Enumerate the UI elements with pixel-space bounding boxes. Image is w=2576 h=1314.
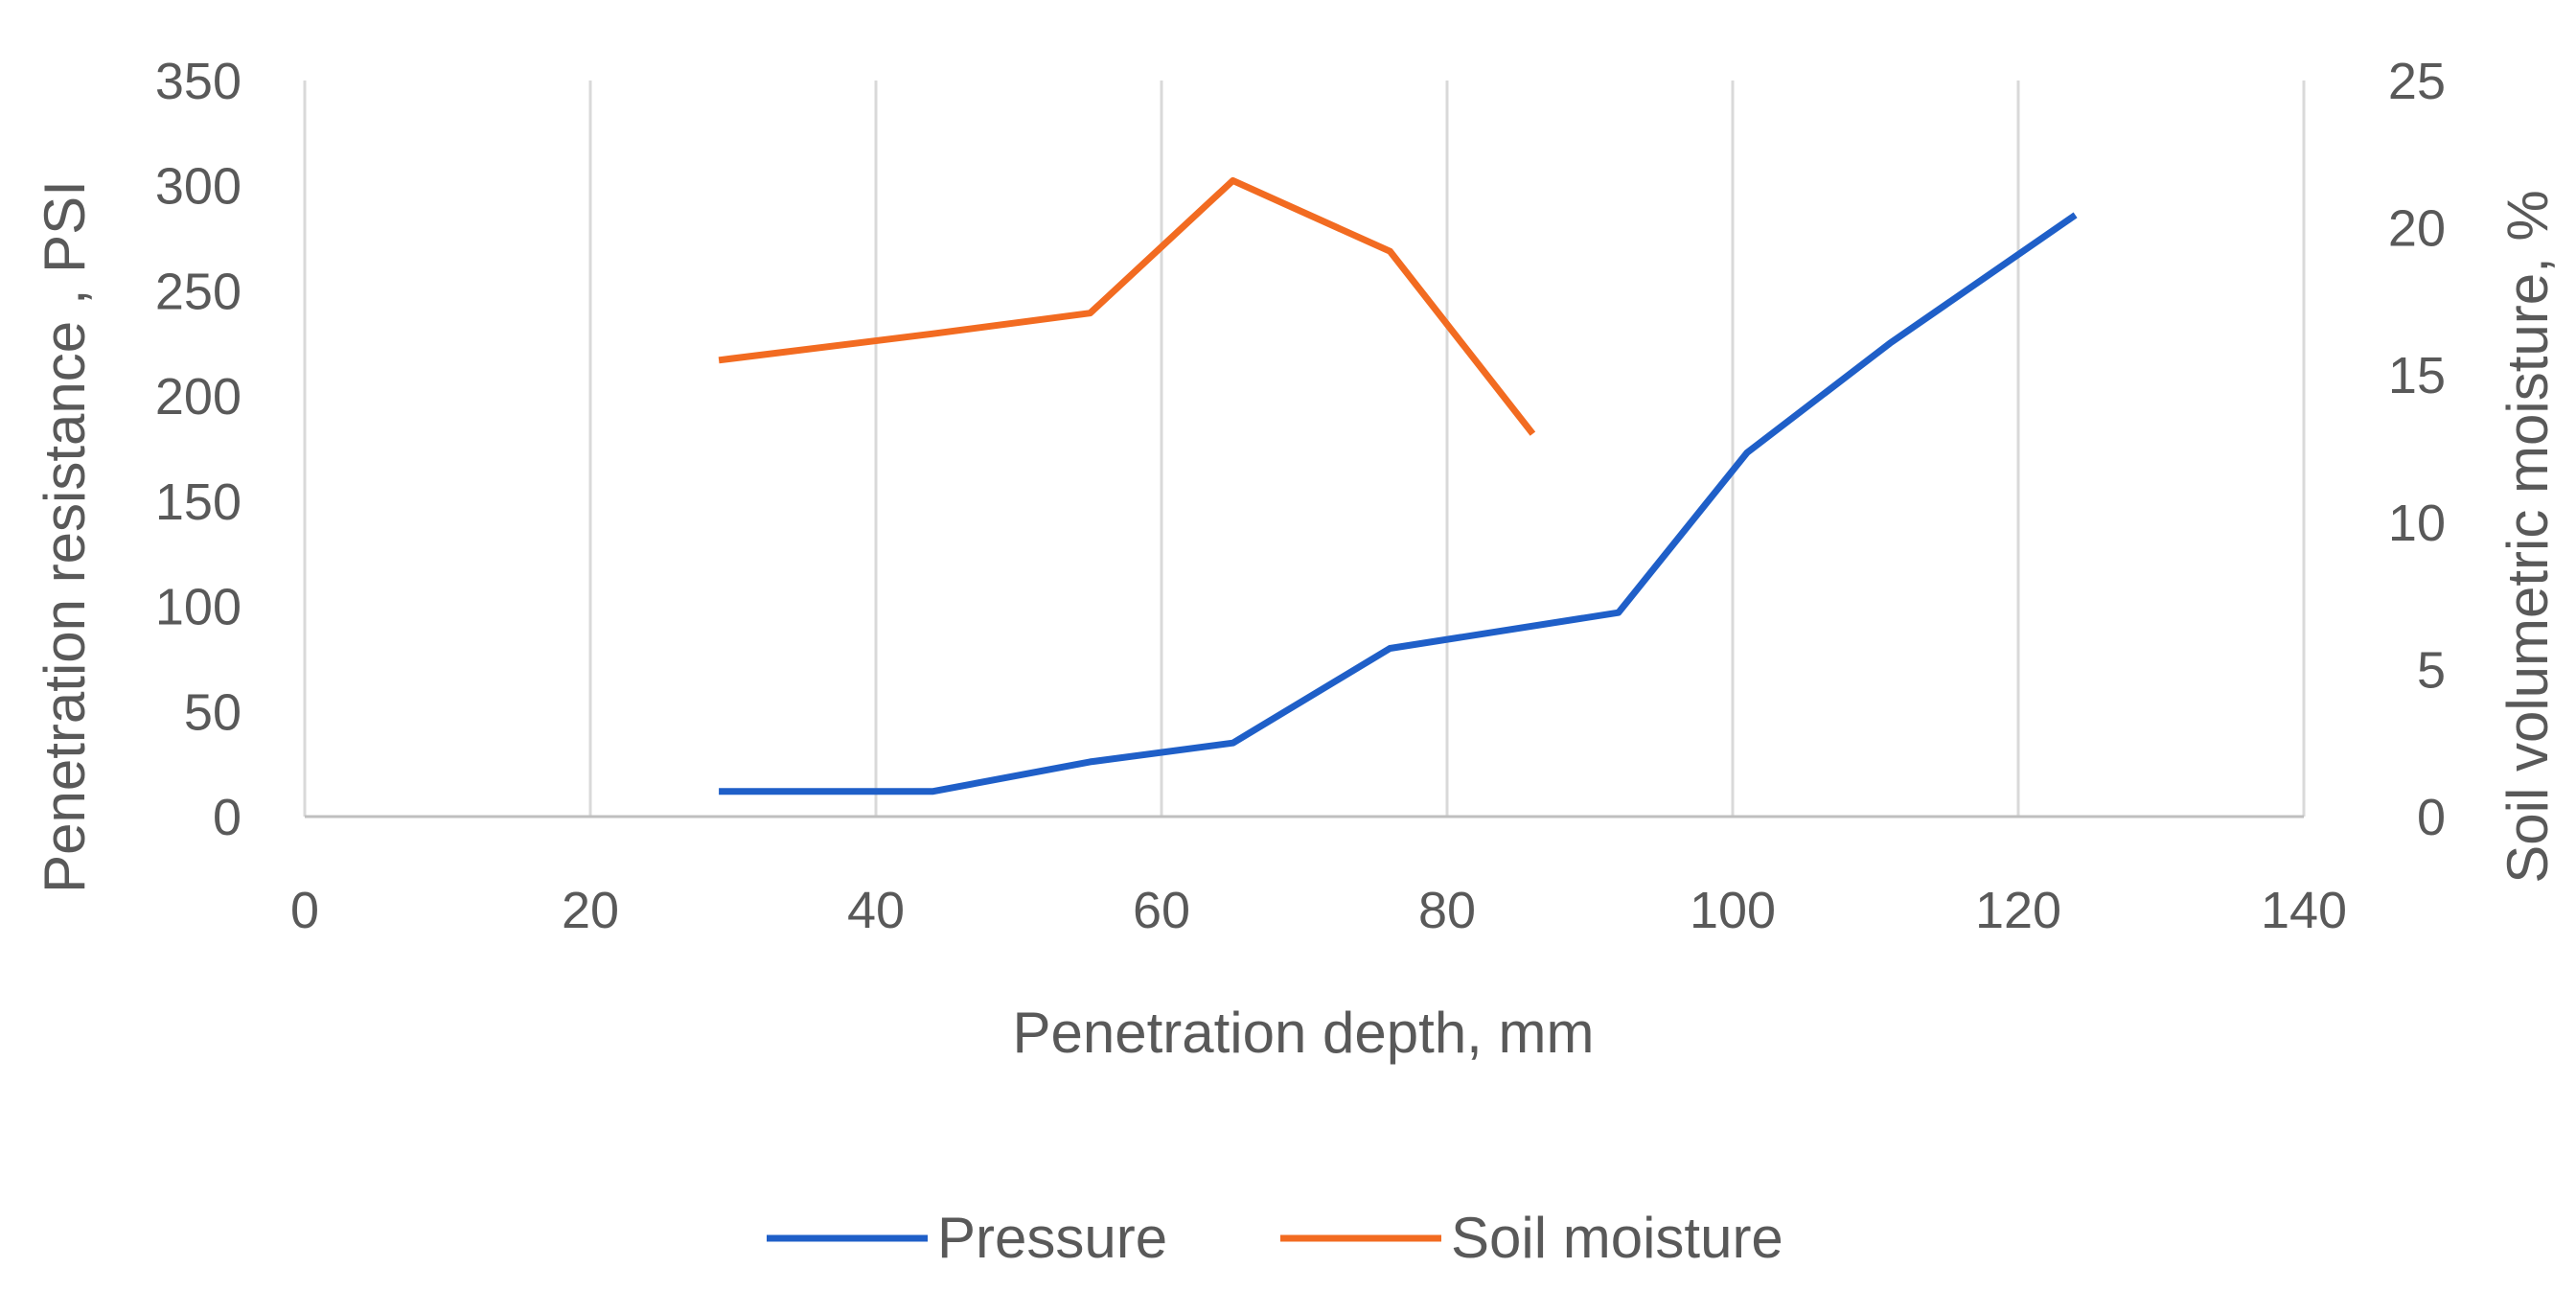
- y2-axis-title: Soil volumetric moisture, %: [2496, 190, 2560, 884]
- series-lines: [718, 176, 2078, 795]
- legend: Pressure Soil moisture: [767, 1206, 1783, 1270]
- y-tick-label-0: 0: [213, 789, 242, 846]
- x-tick-label-140: 140: [2261, 882, 2347, 939]
- y-tick-label-100: 100: [155, 579, 242, 636]
- y2-tick-label-25: 25: [2388, 53, 2446, 110]
- grid-lines: [303, 81, 2306, 817]
- legend-label-pressure: Pressure: [937, 1206, 1167, 1270]
- y-tick-labels: 0 50 100 150 200 250 300 350: [155, 53, 242, 846]
- y-axis-title: Penetration resistance , PSI: [33, 180, 97, 893]
- y-tick-label-150: 150: [155, 473, 242, 531]
- y2-tick-label-20: 20: [2388, 200, 2446, 258]
- y-tick-label-350: 350: [155, 53, 242, 110]
- y2-tick-label-5: 5: [2417, 641, 2446, 699]
- x-tick-labels: 0 20 40 60 80 100 120 140: [290, 882, 2347, 939]
- x-tick-label-80: 80: [1418, 882, 1476, 939]
- y2-tick-label-10: 10: [2388, 495, 2446, 552]
- series-line-soil-moisture: [718, 176, 1536, 436]
- x-tick-label-20: 20: [562, 882, 619, 939]
- legend-item-soil-moisture: Soil moisture: [1280, 1206, 1783, 1270]
- y2-tick-label-15: 15: [2388, 347, 2446, 404]
- y2-tick-labels: 0 5 10 15 20 25: [2388, 53, 2446, 846]
- series-line-pressure: [719, 212, 2078, 795]
- x-tick-label-100: 100: [1690, 882, 1776, 939]
- y-tick-label-50: 50: [184, 683, 242, 741]
- y-tick-label-250: 250: [155, 263, 242, 320]
- x-tick-label-60: 60: [1133, 882, 1190, 939]
- x-tick-label-0: 0: [290, 882, 319, 939]
- x-tick-label-40: 40: [847, 882, 905, 939]
- y2-tick-label-0: 0: [2417, 789, 2446, 846]
- legend-item-pressure: Pressure: [767, 1206, 1167, 1270]
- y-tick-label-300: 300: [155, 158, 242, 216]
- x-tick-label-120: 120: [1975, 882, 2061, 939]
- x-axis-title: Penetration depth, mm: [1012, 1001, 1594, 1065]
- legend-label-soil-moisture: Soil moisture: [1451, 1206, 1783, 1270]
- y-tick-label-200: 200: [155, 368, 242, 426]
